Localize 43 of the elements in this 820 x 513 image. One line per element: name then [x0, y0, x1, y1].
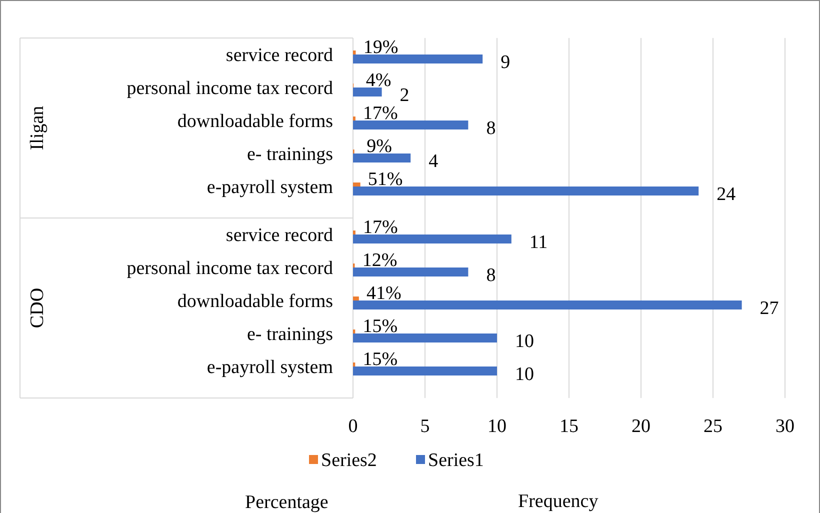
data-label: 24 [716, 184, 736, 205]
x-tick-label: 20 [632, 416, 650, 437]
data-label: 9% [366, 136, 392, 157]
data-label: 19% [363, 37, 398, 58]
y-tick-label: service record [226, 225, 334, 246]
data-label: 27 [760, 298, 779, 319]
y-tick-label: personal income tax record [126, 258, 334, 279]
data-label: 17% [363, 103, 398, 124]
data-label: 4% [366, 70, 392, 91]
y-tick-label: e- trainings [246, 144, 333, 165]
data-label: 8 [486, 265, 496, 286]
legend-label: Series2 [321, 450, 377, 471]
x-tick-label: 15 [560, 416, 578, 437]
data-label: 9 [500, 52, 510, 73]
data-label: 10 [515, 331, 534, 352]
x-tick-label: 5 [420, 416, 430, 437]
y-tick-label: downloadable forms [177, 111, 333, 132]
data-label: 8 [486, 118, 496, 139]
x-tick-label: 25 [704, 416, 722, 437]
y-tick-label: e- trainings [246, 324, 333, 345]
data-label: 51% [368, 169, 403, 190]
data-label: 15% [362, 316, 398, 337]
text: CDO [27, 288, 48, 328]
y-tick-label: e-payroll system [206, 357, 334, 378]
y-tick-label: downloadable forms [177, 291, 333, 312]
y-tick-label: service record [226, 45, 334, 66]
data-label: 15% [362, 349, 398, 370]
legend-label: Series1 [428, 450, 484, 471]
data-label: 41% [366, 283, 402, 304]
y-tick-label: personal income tax record [126, 78, 334, 99]
data-label: 17% [363, 217, 398, 238]
data-label: 2 [400, 85, 410, 106]
data-label: 11 [529, 232, 548, 253]
data-label: 10 [515, 364, 534, 385]
text: Iligan [27, 105, 48, 150]
x-tick-label: 10 [488, 416, 506, 437]
x-axis-title: Frequency [518, 491, 599, 512]
data-label: 12% [362, 250, 398, 271]
data-label: 4 [428, 151, 439, 172]
x-tick-label: 0 [348, 416, 358, 437]
x-tick-label: 30 [776, 416, 794, 437]
text: Percentage [245, 492, 328, 513]
y-tick-label: e-payroll system [206, 177, 334, 198]
